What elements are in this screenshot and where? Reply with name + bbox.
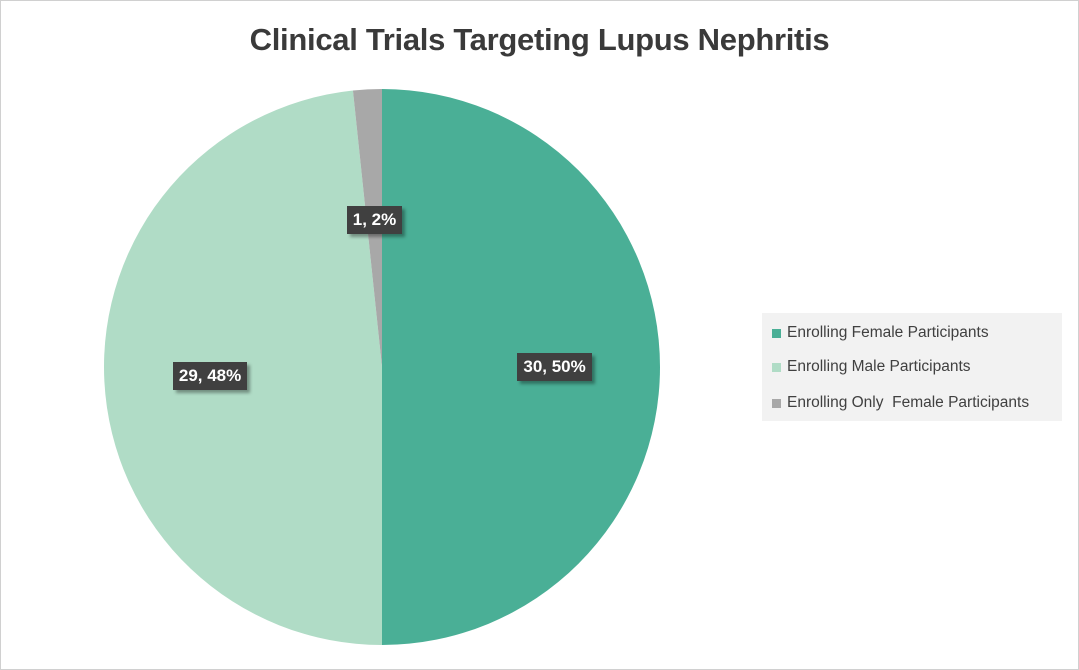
legend-item-male: Enrolling Male Participants (772, 357, 971, 377)
legend-label-female: Enrolling Female Participants (787, 324, 989, 341)
legend-swatch-male (772, 362, 781, 372)
legend-label-only-female: Enrolling Only Female Participants (787, 394, 1030, 411)
legend-item-only-female: Enrolling Only Female Participants (772, 393, 1029, 413)
chart-title: Clinical Trials Targeting Lupus Nephriti… (249, 22, 830, 57)
data-label-female: 30, 50% (517, 353, 592, 381)
data-label-only-female: 1, 2% (346, 205, 403, 234)
legend-swatch-only-female (772, 398, 781, 408)
data-label-male: 29, 48% (172, 362, 248, 391)
legend-swatch-female (772, 328, 781, 338)
chart-legend: Enrolling Female Participants Enrolling … (762, 313, 1062, 421)
legend-item-female: Enrolling Female Participants (772, 323, 989, 343)
legend-label-male: Enrolling Male Participants (787, 358, 971, 375)
